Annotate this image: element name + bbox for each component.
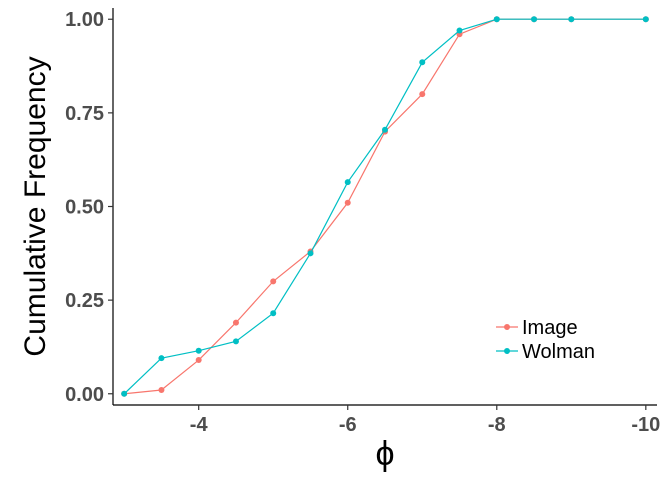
- data-point: [232, 319, 239, 326]
- data-point: [493, 16, 500, 23]
- x-axis: -4 -6 -8 -10: [113, 404, 660, 436]
- data-point: [419, 59, 426, 66]
- data-point: [195, 357, 202, 364]
- y-tick-label: 0.25: [65, 290, 104, 312]
- data-point: [232, 338, 239, 345]
- data-point: [158, 355, 165, 362]
- data-point: [382, 126, 388, 133]
- series-wolman: [121, 16, 649, 397]
- data-point: [270, 278, 277, 285]
- y-axis: 0.00 0.25 0.50 0.75 1.00: [65, 8, 114, 406]
- data-point: [419, 91, 426, 98]
- x-tick-label: -8: [488, 414, 506, 436]
- x-tick-label: -4: [190, 414, 209, 436]
- x-tick-label: -6: [339, 414, 357, 436]
- data-point: [531, 16, 538, 23]
- x-tick-label: -10: [631, 414, 660, 436]
- data-point: [642, 16, 649, 23]
- legend-item-image: Image: [496, 317, 578, 339]
- data-point: [121, 390, 128, 397]
- data-point: [568, 16, 575, 23]
- legend-item-wolman: Wolman: [496, 341, 595, 363]
- data-point: [456, 27, 463, 34]
- data-point: [270, 310, 277, 317]
- y-axis-title: Cumulative Frequency: [19, 56, 52, 356]
- y-tick-label: 0.75: [65, 103, 104, 125]
- series-line: [123, 18, 646, 395]
- series-image: [121, 16, 649, 397]
- legend-key-point: [504, 324, 510, 330]
- x-axis-title: ϕ: [375, 435, 394, 473]
- data-point: [344, 199, 351, 206]
- y-tick-label: 1.00: [65, 9, 104, 31]
- legend-label: Wolman: [522, 341, 595, 363]
- series-layer: [121, 16, 649, 397]
- data-point: [344, 179, 351, 186]
- data-point: [158, 387, 165, 394]
- data-point: [195, 347, 202, 354]
- data-point: [307, 250, 314, 257]
- legend-key-point: [504, 348, 510, 354]
- y-tick-label: 0.50: [65, 197, 104, 219]
- y-tick-label: 0.00: [65, 384, 104, 406]
- legend-label: Image: [522, 317, 578, 339]
